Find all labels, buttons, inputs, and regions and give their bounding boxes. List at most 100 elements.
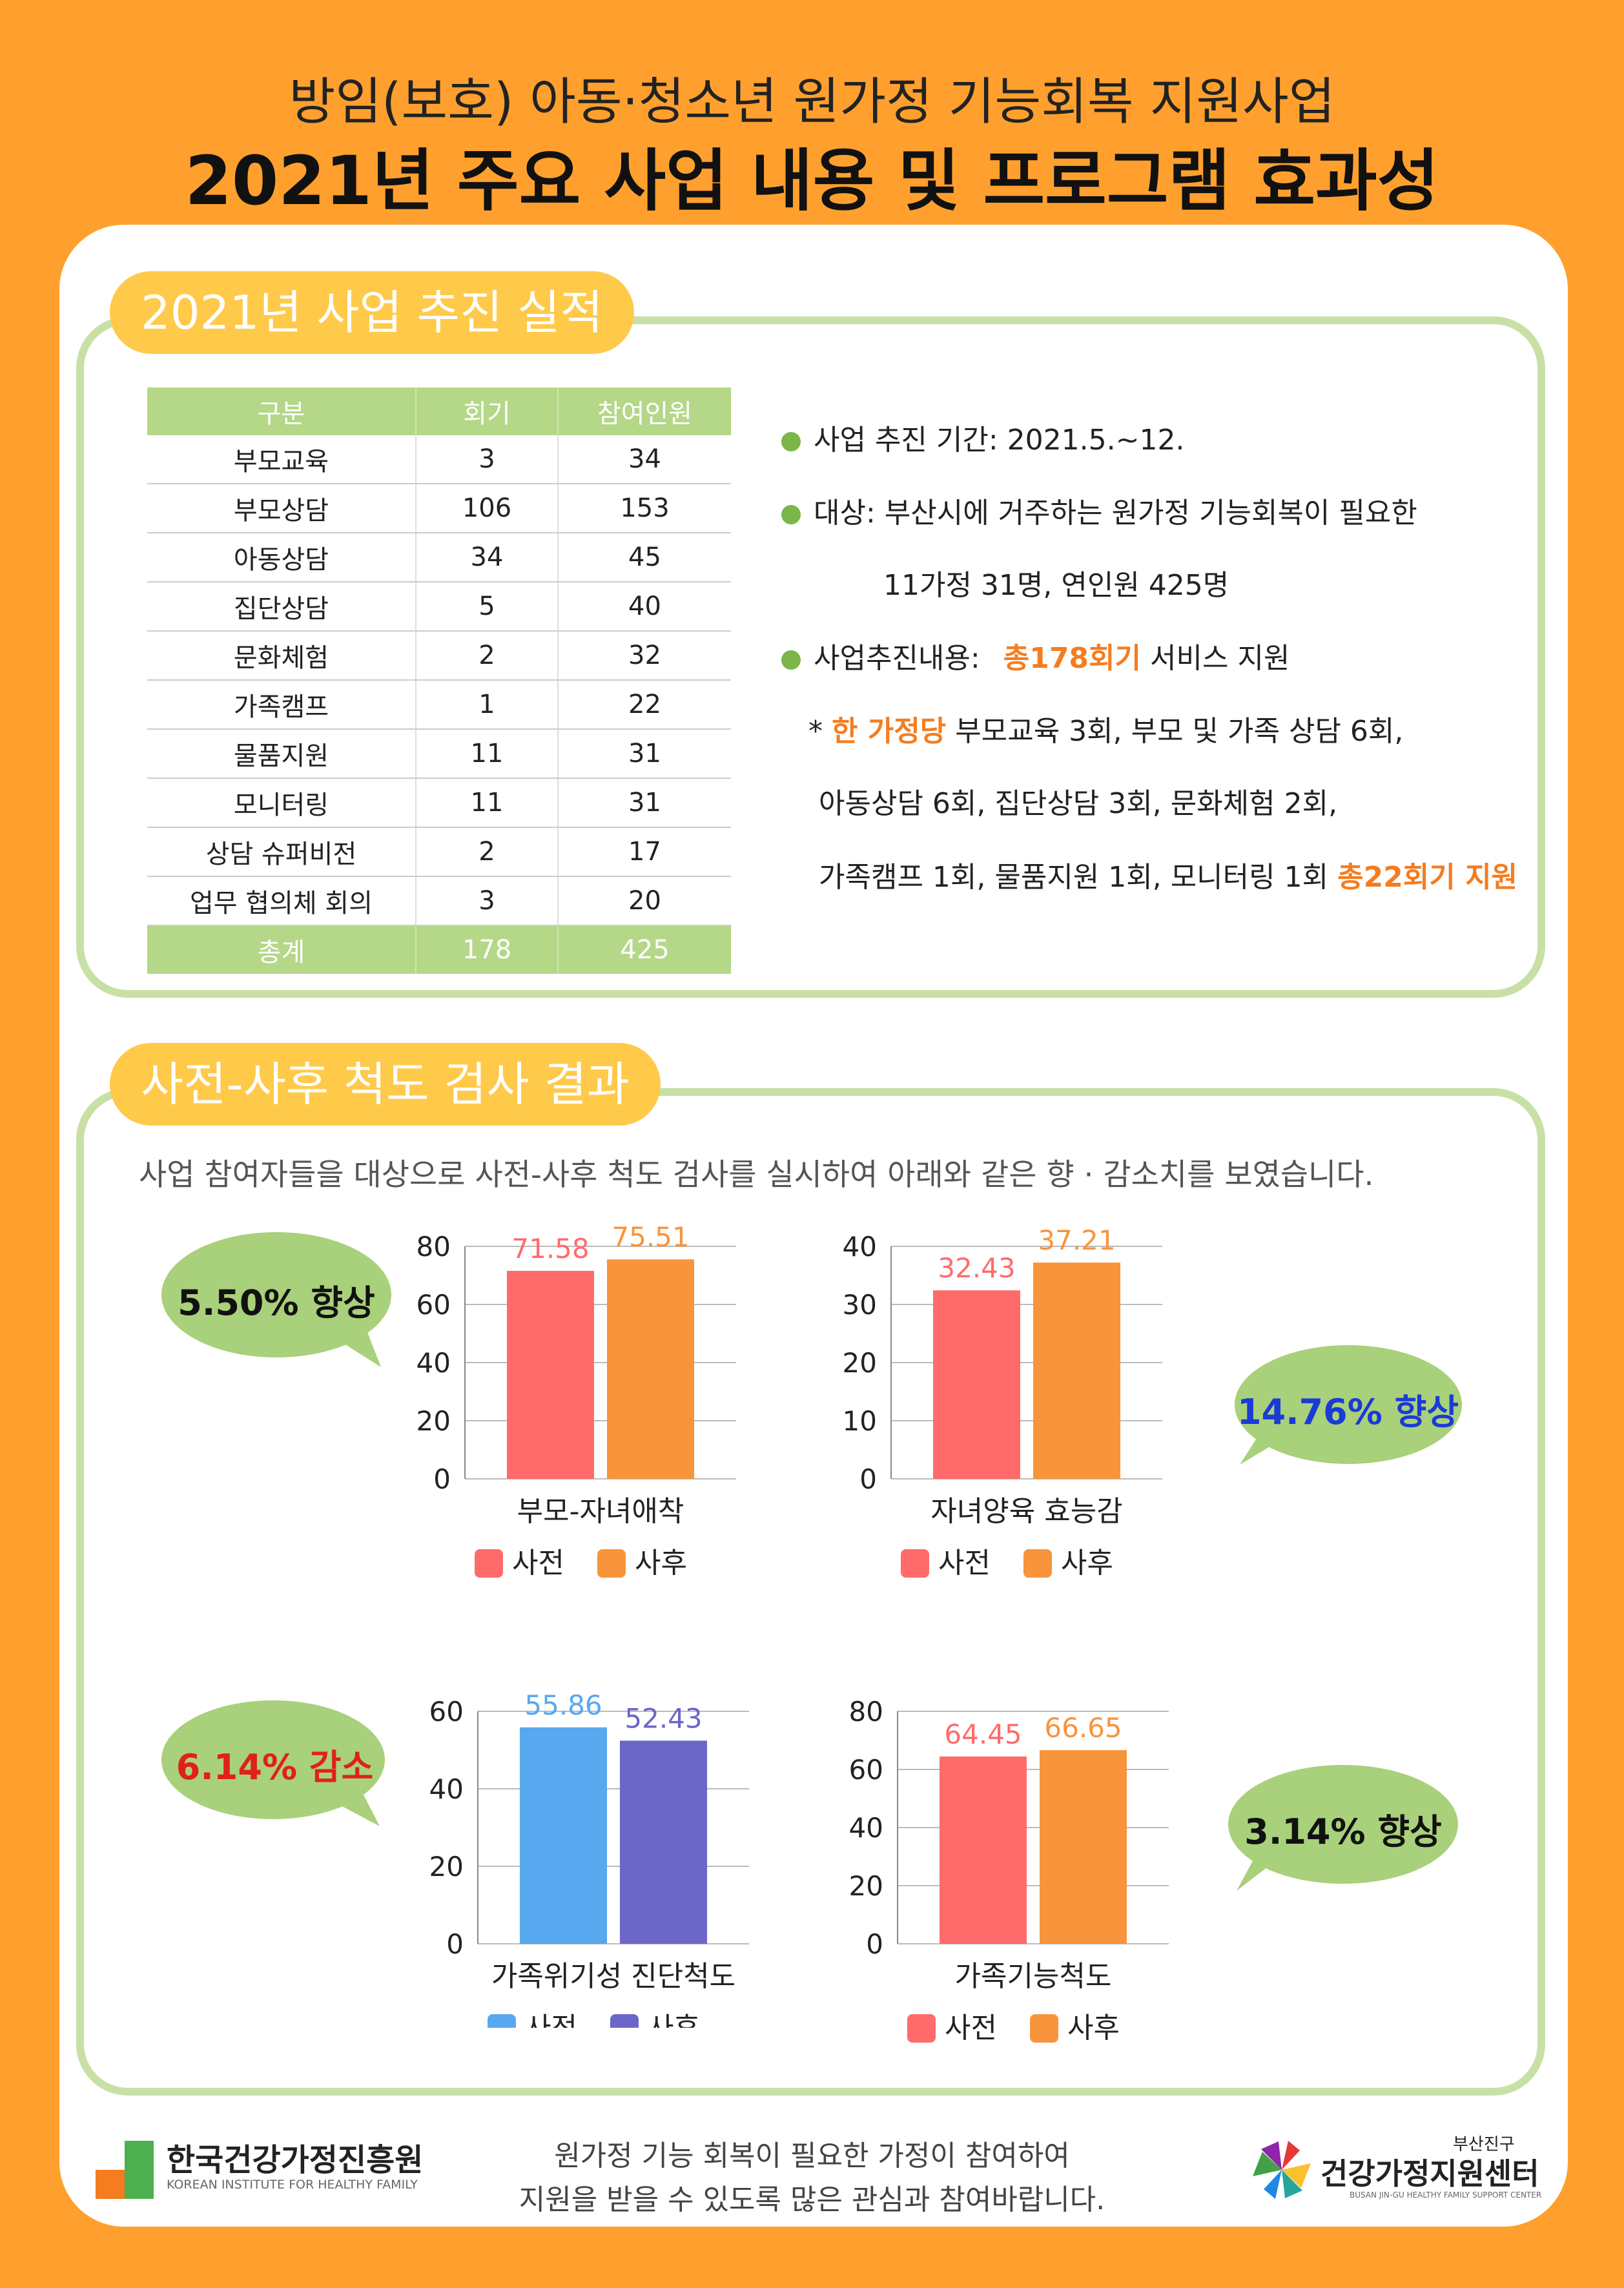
info-target-detail: 11가정 31명, 연인원 425명 xyxy=(883,569,1229,602)
table-cell: 회기 xyxy=(415,387,558,435)
table-cell: 부모교육 xyxy=(147,435,416,484)
table-cell: 45 xyxy=(557,533,731,582)
y-tick-label: 40 xyxy=(429,1773,464,1805)
table-cell: 20 xyxy=(557,876,731,926)
y-tick-label: 0 xyxy=(859,1463,877,1495)
footer-message-2: 지원을 받을 수 있도록 많은 관심과 참여바랍니다. xyxy=(519,2183,1105,2216)
speech-bubble-icon xyxy=(1228,1765,1458,1891)
table-cell: 구분 xyxy=(147,387,416,435)
legend-swatch xyxy=(1023,1549,1052,1578)
y-tick-label: 40 xyxy=(849,1812,883,1844)
data-label: 37.21 xyxy=(1038,1224,1115,1256)
table-cell: 425 xyxy=(557,925,731,974)
result-bubble-3: 6.14% 감소 xyxy=(160,1698,389,1828)
table-cell: 31 xyxy=(557,729,731,779)
data-label: 52.43 xyxy=(624,1702,702,1734)
legend-label: 사전 xyxy=(512,1547,564,1580)
legend-swatch xyxy=(907,2014,936,2043)
legend-label: 사후 xyxy=(635,1547,687,1580)
y-tick-label: 60 xyxy=(429,1696,464,1727)
info-detail-3: 가족캠프 1회, 물품지원 1회, 모니터링 1회 총22회기 지원 xyxy=(819,861,1518,894)
table-row: 문화체험 2 32 xyxy=(147,631,731,681)
kihf-logo-icon xyxy=(96,2141,154,2199)
data-label: 64.45 xyxy=(944,1718,1022,1750)
data-label: 32.43 xyxy=(938,1252,1015,1284)
table-header-row: 구분 회기 참여인원 xyxy=(147,387,731,435)
info-content: 사업추진내용: 총178회기 서비스 지원 xyxy=(781,635,1290,676)
table-cell: 집단상담 xyxy=(147,582,416,632)
table-cell: 3 xyxy=(415,435,558,484)
info-target: 대상: 부산시에 거주하는 원가정 기능회복이 필요한 xyxy=(781,490,1417,531)
table-cell: 참여인원 xyxy=(557,387,731,435)
table-cell: 업무 협의체 회의 xyxy=(147,876,416,926)
table-cell: 가족캠프 xyxy=(147,680,416,730)
center-logo-en: BUSAN JIN-GU HEALTHY FAMILY SUPPORT CENT… xyxy=(1350,2190,1542,2200)
y-tick-label: 80 xyxy=(849,1696,883,1727)
table-cell: 32 xyxy=(557,631,731,681)
table-cell: 22 xyxy=(557,680,731,730)
table-cell: 2 xyxy=(415,631,558,681)
legend-label: 사후 xyxy=(1067,2012,1120,2045)
page-title: 2021년 주요 사업 내용 및 프로그램 효과성 xyxy=(185,141,1439,220)
section-title-results: 사전-사후 척도 검사 결과 xyxy=(110,1043,661,1126)
table-total-row: 총계 178 425 xyxy=(147,925,731,974)
y-tick-label: 0 xyxy=(866,1928,883,1960)
table-cell: 아동상담 xyxy=(147,533,416,582)
table-row: 가족캠프 1 22 xyxy=(147,680,731,730)
table-row: 부모상담 106 153 xyxy=(147,484,731,533)
table-cell: 11 xyxy=(415,729,558,779)
legend-swatch xyxy=(610,2014,639,2028)
legend-label: 사전 xyxy=(938,1547,991,1580)
table-cell: 1 xyxy=(415,680,558,730)
y-tick-label: 40 xyxy=(416,1347,451,1379)
bullet-dot-icon xyxy=(781,650,801,670)
bullet-dot-icon xyxy=(781,432,801,451)
legend-label: 사전 xyxy=(525,2012,577,2028)
y-tick-label: 10 xyxy=(843,1405,877,1437)
y-tick-label: 0 xyxy=(433,1463,451,1495)
y-tick-label: 20 xyxy=(849,1870,883,1902)
bar-post xyxy=(1040,1750,1127,1944)
center-logo-small: 부산진구 xyxy=(1453,2135,1515,2154)
category-label: 가족기능척도 xyxy=(955,1960,1112,1993)
performance-table: 구분 회기 참여인원 부모교육 3 34 부모상담 106 153 아동상담 34 45 집단상담 5 40… xyxy=(147,387,731,974)
info-period: 사업 추진 기간: 2021.5.~12. xyxy=(781,417,1184,458)
table-cell: 총계 xyxy=(147,925,416,974)
legend-swatch xyxy=(901,1549,929,1578)
table-cell: 5 xyxy=(415,582,558,632)
legend-swatch xyxy=(1030,2014,1058,2043)
category-label: 가족위기성 진단척도 xyxy=(491,1960,735,1993)
table-cell: 2 xyxy=(415,827,558,877)
speech-bubble-icon xyxy=(1235,1345,1462,1465)
table-cell: 상담 슈퍼비전 xyxy=(147,827,416,877)
table-cell: 178 xyxy=(415,925,558,974)
center-logo-icon xyxy=(1253,2141,1311,2199)
category-label: 자녀양육 효능감 xyxy=(930,1495,1122,1528)
table-cell: 부모상담 xyxy=(147,484,416,533)
legend-swatch xyxy=(597,1549,626,1578)
table-cell: 3 xyxy=(415,876,558,926)
legend-label: 사후 xyxy=(648,2012,700,2028)
category-label: 부모-자녀애착 xyxy=(517,1495,684,1528)
y-tick-label: 60 xyxy=(416,1289,451,1321)
table-row: 물품지원 11 31 xyxy=(147,729,731,779)
table-cell: 153 xyxy=(557,484,731,533)
bar-post xyxy=(607,1259,694,1479)
bar-pre xyxy=(933,1290,1020,1479)
footer-message-1: 원가정 기능 회복이 필요한 가정이 참여하여 xyxy=(554,2139,1070,2172)
table-cell: 모니터링 xyxy=(147,778,416,828)
table-cell: 물품지원 xyxy=(147,729,416,779)
table-row: 부모교육 3 34 xyxy=(147,435,731,484)
section-title-performance: 2021년 사업 추진 실적 xyxy=(110,271,634,354)
data-label: 75.51 xyxy=(612,1221,689,1253)
data-label: 71.58 xyxy=(511,1233,589,1264)
legend-label: 사전 xyxy=(945,2012,997,2045)
y-tick-label: 20 xyxy=(843,1347,877,1379)
table-cell: 40 xyxy=(557,582,731,632)
legend-label: 사후 xyxy=(1061,1547,1113,1580)
legend-swatch xyxy=(475,1549,503,1578)
table-cell: 11 xyxy=(415,778,558,828)
